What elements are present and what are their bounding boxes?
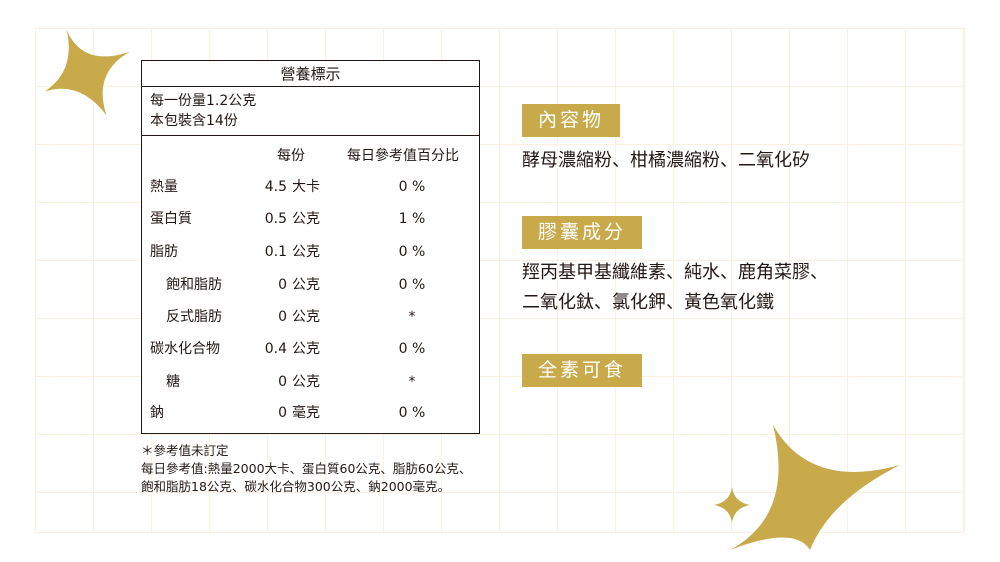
nutrient-row: 蛋白質 0.5 公克 1 % xyxy=(142,208,479,230)
nutrient-name: 鈉 xyxy=(150,405,164,421)
nutrient-amount: 0 xyxy=(278,405,287,421)
nutrient-name: 脂肪 xyxy=(150,244,178,260)
nutrient-name: 飽和脂肪 xyxy=(166,277,222,293)
nutrient-percent: 0 % xyxy=(398,277,426,293)
nutrient-percent: * xyxy=(408,374,416,390)
nutrient-amount: 0 xyxy=(278,309,287,325)
sparkle-icon xyxy=(714,487,750,523)
nutrient-amount: 0 xyxy=(278,277,287,293)
sparkle-icon xyxy=(730,425,900,550)
servings-per-package: 本包裝含14份 xyxy=(150,113,238,129)
nutrition-title: 營養標示 xyxy=(142,61,479,87)
footnote: 每日參考值:熱量2000大卡、蛋白質60公克、脂肪60公克、 xyxy=(141,461,472,476)
nutrient-row: 脂肪 0.1 公克 0 % xyxy=(142,241,479,263)
capsule-line: 羥丙基甲基纖維素、純水、鹿角菜膠、 xyxy=(522,262,828,283)
nutrient-row: 糖 0 公克 * xyxy=(142,371,479,393)
nutrient-percent: * xyxy=(408,309,416,325)
footnote: ＊參考值未訂定 xyxy=(141,443,229,458)
nutrient-unit: 公克 xyxy=(292,277,320,293)
sparkle-icon xyxy=(44,29,131,116)
footnote: 飽和脂肪18公克、碳水化合物300公克、鈉2000毫克。 xyxy=(141,479,451,494)
vegan-label: 全素可食 xyxy=(522,354,643,387)
nutrient-row: 鈉 0 毫克 0 % xyxy=(142,402,479,424)
contents-text: 酵母濃縮粉、柑橘濃縮粉、二氧化矽 xyxy=(522,150,810,171)
nutrient-unit: 公克 xyxy=(292,374,320,390)
col-per-serving: 每份 xyxy=(277,148,305,164)
serving-info: 每一份量1.2公克 本包裝含14份 xyxy=(142,87,479,136)
nutrient-name: 反式脂肪 xyxy=(166,309,222,325)
capsule-text: 羥丙基甲基纖維素、純水、鹿角菜膠、 二氧化鈦、氯化鉀、黃色氧化鐵 xyxy=(522,258,828,318)
nutrient-name: 熱量 xyxy=(150,179,178,195)
nutrient-unit: 毫克 xyxy=(292,405,320,421)
nutrient-name: 碳水化合物 xyxy=(150,341,220,357)
capsule-line: 二氧化鈦、氯化鉀、黃色氧化鐵 xyxy=(522,292,774,313)
capsule-label: 膠囊成分 xyxy=(522,216,643,249)
nutrient-percent: 0 % xyxy=(398,405,426,421)
nutrient-name: 蛋白質 xyxy=(150,211,192,227)
nutrient-percent: 0 % xyxy=(398,341,426,357)
nutrient-unit: 公克 xyxy=(292,341,320,357)
footnotes: ＊參考值未訂定 每日參考值:熱量2000大卡、蛋白質60公克、脂肪60公克、 飽… xyxy=(141,442,471,496)
nutrient-amount: 4.5 xyxy=(264,179,287,195)
nutrient-unit: 公克 xyxy=(292,211,320,227)
nutrition-facts-table: 營養標示 每一份量1.2公克 本包裝含14份 每份 每日參考值百分比 熱量 4.… xyxy=(141,60,480,434)
nutrient-row: 熱量 4.5 大卡 0 % xyxy=(142,176,479,198)
nutrient-unit: 公克 xyxy=(292,309,320,325)
col-daily-percent: 每日參考值百分比 xyxy=(347,148,459,164)
nutrient-amount: 0.4 xyxy=(264,341,287,357)
nutrient-percent: 0 % xyxy=(398,179,426,195)
serving-size: 每一份量1.2公克 xyxy=(150,93,257,109)
contents-label: 內容物 xyxy=(522,104,621,137)
nutrient-amount: 0.5 xyxy=(264,211,287,227)
nutrient-row: 飽和脂肪 0 公克 0 % xyxy=(142,274,479,296)
nutrient-unit: 公克 xyxy=(292,244,320,260)
nutrient-percent: 1 % xyxy=(398,211,426,227)
nutrient-unit: 大卡 xyxy=(292,179,320,195)
nutrient-row: 碳水化合物 0.4 公克 0 % xyxy=(142,338,479,360)
nutrient-amount: 0.1 xyxy=(264,244,287,260)
nutrient-amount: 0 xyxy=(278,374,287,390)
nutrient-row: 反式脂肪 0 公克 * xyxy=(142,306,479,328)
nutrient-name: 糖 xyxy=(166,374,180,390)
nutrient-percent: 0 % xyxy=(398,244,426,260)
